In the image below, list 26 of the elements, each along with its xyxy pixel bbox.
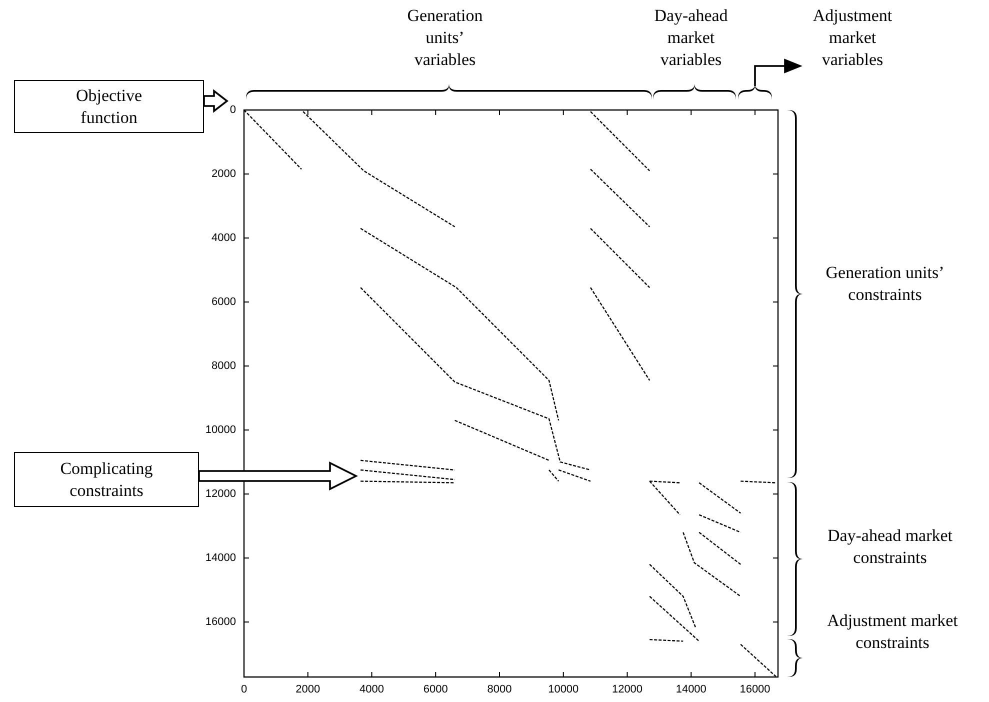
x-tick-label: 16000: [740, 684, 770, 696]
y-tick-label: 4000: [212, 232, 236, 244]
text: Objective function: [74, 84, 144, 128]
text: Day-ahead market constraints: [827, 526, 953, 567]
text: Generation units’ variables: [407, 6, 483, 69]
text: Adjustment market constraints: [827, 611, 958, 652]
x-tick-label: 12000: [612, 684, 643, 696]
y-tick-label: 16000: [205, 616, 236, 628]
y-tick-label: 10000: [205, 424, 236, 436]
x-tick-label: 10000: [548, 684, 579, 696]
x-tick-label: 6000: [423, 684, 448, 696]
x-tick-label: 4000: [360, 684, 384, 696]
text: Adjustment market variables: [812, 6, 892, 69]
y-tick-label: 6000: [212, 296, 236, 308]
x-tick-label: 2000: [296, 684, 320, 696]
y-tick-label: 14000: [205, 552, 236, 564]
y-tick-label: 0: [230, 104, 236, 116]
y-tick-label: 12000: [205, 488, 236, 500]
text: Day-ahead market variables: [654, 6, 728, 69]
x-tick-label: 8000: [487, 684, 512, 696]
text: Complicating constraints: [59, 458, 154, 502]
text: Generation units’ constraints: [826, 263, 944, 304]
x-tick-label: 0: [240, 684, 248, 696]
y-tick-label: 2000: [212, 168, 236, 180]
y-tick-label: 8000: [212, 360, 236, 372]
x-tick-label: 14000: [676, 684, 706, 696]
